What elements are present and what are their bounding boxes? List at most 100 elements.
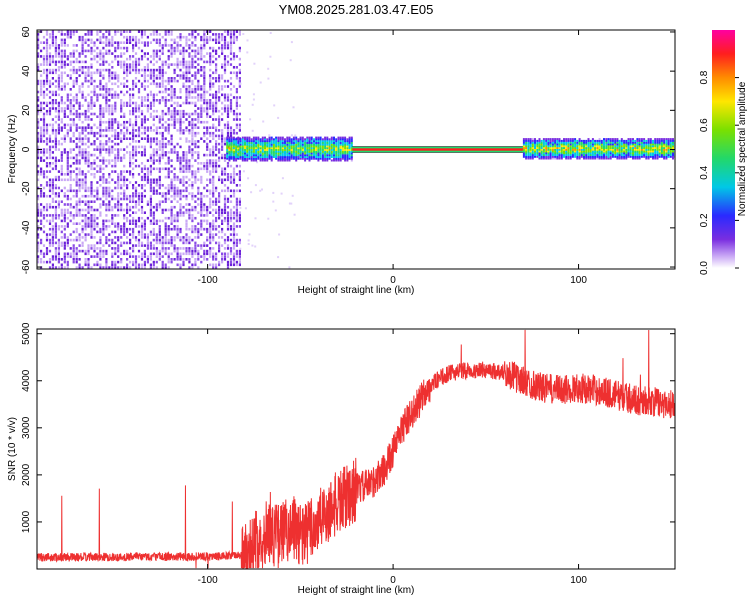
noise-cell [149, 208, 152, 212]
noise-cell [197, 266, 200, 269]
noise-cell [167, 260, 170, 264]
noise-cell [132, 79, 135, 83]
band-cell [574, 143, 577, 146]
noise-cell [149, 211, 152, 214]
band-cell [634, 148, 637, 151]
noise-cell [87, 156, 90, 160]
noise-cell [221, 208, 224, 212]
noise-cell [129, 131, 132, 135]
noise-cell [164, 104, 167, 107]
band-cell [638, 150, 641, 153]
noise-cell [170, 241, 173, 245]
noise-cell [173, 238, 176, 242]
noise-cell [226, 266, 230, 269]
noise-cell [143, 66, 146, 69]
noise-cell [238, 241, 241, 245]
noise-cell [221, 173, 224, 176]
noise-cell [161, 96, 164, 99]
noise-cell [60, 118, 63, 121]
noise-cell [63, 88, 66, 91]
noise-cell [206, 162, 209, 165]
noise-cell [152, 153, 155, 157]
band-cell [284, 143, 286, 146]
band-cell [277, 136, 280, 139]
noise-cell [132, 184, 135, 187]
noise-cell [158, 66, 161, 69]
band-cell [252, 138, 255, 141]
noise-cell [40, 241, 43, 245]
noise-cell [194, 181, 197, 184]
noise-cell [45, 214, 49, 217]
noise-cell [134, 85, 138, 88]
noise-cell [170, 33, 173, 36]
noise-cell [99, 112, 102, 116]
noise-cell [81, 151, 84, 154]
band-cell [284, 147, 286, 150]
band-cell [261, 141, 264, 144]
noise-cell [191, 247, 194, 250]
noise-cell [102, 203, 105, 206]
band-cell [288, 145, 291, 148]
band-cell [330, 147, 333, 150]
noise-cell [66, 159, 69, 162]
band-cell [545, 155, 548, 158]
noise-cell [246, 51, 249, 54]
noise-cell [54, 211, 57, 214]
noise-cell [99, 52, 102, 55]
noise-cell [114, 162, 117, 165]
noise-cell [294, 134, 297, 137]
noise-cell [149, 90, 152, 94]
noise-cell [182, 57, 185, 61]
noise-cell [140, 266, 144, 269]
band-cell [235, 147, 238, 150]
noise-cell [170, 216, 173, 220]
noise-cell [152, 192, 155, 195]
noise-cell [226, 260, 230, 264]
noise-cell [185, 85, 188, 88]
noise-cell [155, 49, 158, 53]
noise-cell [114, 129, 117, 132]
noise-cell [45, 249, 49, 253]
noise-cell [111, 129, 114, 132]
band-cell [569, 150, 572, 153]
noise-cell [161, 85, 164, 88]
noise-cell [51, 225, 54, 228]
noise-cell [132, 145, 135, 149]
band-cell [317, 140, 320, 143]
noise-cell [215, 101, 218, 105]
band-cell [594, 143, 597, 146]
noise-cell [140, 225, 144, 228]
noise-cell [81, 104, 84, 107]
noise-cell [229, 227, 233, 231]
noise-cell [223, 46, 227, 50]
band-cell [319, 138, 322, 141]
noise-cell [185, 181, 188, 184]
noise-cell [218, 200, 221, 203]
band-cell [614, 155, 617, 158]
noise-cell [194, 252, 197, 256]
noise-cell [66, 33, 69, 36]
band-cell [542, 148, 545, 151]
noise-cell [137, 184, 141, 187]
band-cell [600, 152, 603, 155]
band-cell [534, 143, 536, 146]
noise-cell [155, 178, 158, 182]
noise-cell [267, 77, 270, 80]
noise-cell [212, 71, 215, 75]
band-cell [259, 148, 262, 151]
band-cell [632, 148, 634, 151]
noise-cell [197, 118, 200, 121]
band-cell [636, 138, 639, 141]
band-cell [540, 145, 543, 148]
noise-cell [117, 194, 120, 198]
noise-cell [57, 49, 60, 53]
noise-cell [143, 219, 146, 223]
noise-cell [226, 63, 230, 66]
noise-cell [221, 93, 224, 97]
noise-cell [229, 129, 233, 132]
band-cell [255, 136, 258, 139]
noise-cell [134, 153, 138, 157]
noise-cell [90, 164, 93, 168]
band-cell [344, 157, 347, 160]
band-cell [228, 157, 231, 160]
